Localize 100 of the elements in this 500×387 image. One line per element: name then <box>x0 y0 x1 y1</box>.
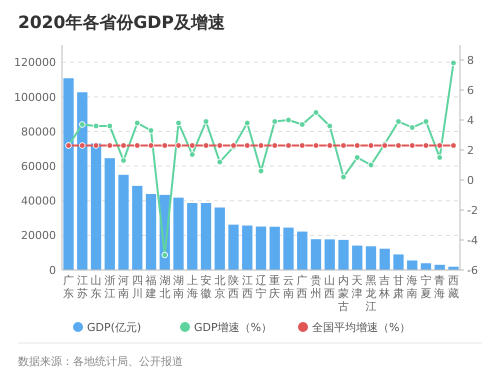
point <box>340 142 347 149</box>
x-tick-label: 四川 <box>132 274 143 300</box>
x-tick-label: 山西 <box>324 274 336 300</box>
x-tick-label: 内蒙古 <box>338 274 349 313</box>
x-tick-label: 上海 <box>186 274 198 300</box>
source-note: 数据来源：各地统计局、公开报道 <box>18 355 183 368</box>
x-tick-label: 陕西 <box>228 274 240 300</box>
point <box>450 142 457 149</box>
point <box>422 118 430 125</box>
legend-label: 全国平均增速（%） <box>312 320 410 334</box>
x-tick-label: 河南 <box>118 274 130 300</box>
point <box>436 142 443 149</box>
x-tick-label: 江西 <box>242 274 253 300</box>
y2-tick-label: 2 <box>467 144 474 157</box>
x-tick-label: 湖南 <box>173 274 184 300</box>
y-tick-label: 20000 <box>21 229 56 242</box>
x-tick-label: 广东 <box>63 274 74 300</box>
point <box>175 142 182 149</box>
x-tick-label: 天津 <box>352 274 363 300</box>
point <box>258 142 264 149</box>
point <box>189 142 196 149</box>
bar <box>352 246 362 270</box>
y2-tick-label: 0 <box>467 174 474 187</box>
point <box>106 142 113 149</box>
bar <box>104 158 115 270</box>
x-tick-label: 广西 <box>296 274 308 300</box>
point <box>354 142 360 149</box>
bar <box>256 226 266 270</box>
point <box>120 157 127 164</box>
point <box>258 168 264 174</box>
point <box>92 122 100 130</box>
y-tick-label: 100000 <box>14 90 56 104</box>
point <box>326 142 333 149</box>
x-tick-label: 青海 <box>434 274 446 300</box>
point <box>368 162 374 168</box>
point <box>354 154 360 161</box>
point <box>272 142 278 149</box>
point <box>285 116 292 124</box>
point <box>216 158 223 166</box>
point <box>92 142 100 149</box>
point <box>134 120 140 126</box>
point <box>216 142 223 149</box>
chart-title: 2020年各省份GDP及增速 <box>18 13 225 33</box>
point <box>326 122 333 130</box>
point <box>368 142 374 149</box>
bar <box>228 224 239 270</box>
bar <box>132 186 142 270</box>
point <box>450 60 457 66</box>
x-tick-label: 湖北 <box>159 274 170 300</box>
point <box>395 142 402 149</box>
legend-label: GDP增速（%） <box>194 320 272 334</box>
bar <box>338 240 349 270</box>
point <box>202 142 210 149</box>
point <box>312 109 320 116</box>
x-tick-label: 安徽 <box>200 274 212 300</box>
point <box>244 120 250 126</box>
bar <box>324 239 335 270</box>
point <box>244 142 250 149</box>
x-tick-label: 北京 <box>214 274 226 300</box>
bar <box>63 78 74 270</box>
x-tick-label: 云南 <box>282 274 294 300</box>
point <box>106 122 113 130</box>
bar <box>146 194 156 270</box>
bar <box>173 198 184 270</box>
y-tick-label: 60000 <box>21 160 56 174</box>
point <box>395 118 402 125</box>
bar <box>242 226 252 270</box>
bar <box>118 174 129 270</box>
y2-tick-label: -4 <box>467 234 478 247</box>
x-tick-label: 辽宁 <box>256 274 266 300</box>
point <box>134 142 140 149</box>
point <box>285 142 292 149</box>
point <box>436 154 443 161</box>
x-tick-label: 重庆 <box>269 274 280 300</box>
bar <box>187 203 198 270</box>
x-tick-label: 宁夏 <box>420 274 432 300</box>
y2-tick-label: -2 <box>467 204 478 217</box>
bar <box>283 228 294 270</box>
x-tick-label: 福建 <box>144 274 157 300</box>
bar <box>90 143 102 270</box>
x-tick-label: 山东 <box>90 274 102 300</box>
point <box>272 118 278 125</box>
x-tick-label: 黑龙江 <box>365 274 376 313</box>
legend-label: GDP(亿元) <box>87 320 142 334</box>
x-tick-label: 吉林 <box>378 274 390 300</box>
x-tick-label: 甘肃 <box>392 274 404 300</box>
x-tick-label: 贵州 <box>310 274 322 300</box>
bar <box>270 226 280 270</box>
x-tick-label: 海南 <box>406 274 418 300</box>
point <box>162 252 168 258</box>
y-tick-label: 120000 <box>14 56 56 70</box>
bar <box>366 246 376 270</box>
y2-tick-label: 4 <box>467 114 474 127</box>
y2-tick-label: 6 <box>467 84 474 97</box>
point <box>162 142 168 149</box>
bar <box>214 208 225 270</box>
point <box>202 118 210 125</box>
bar <box>200 203 212 270</box>
point <box>120 142 127 149</box>
point <box>79 142 86 149</box>
